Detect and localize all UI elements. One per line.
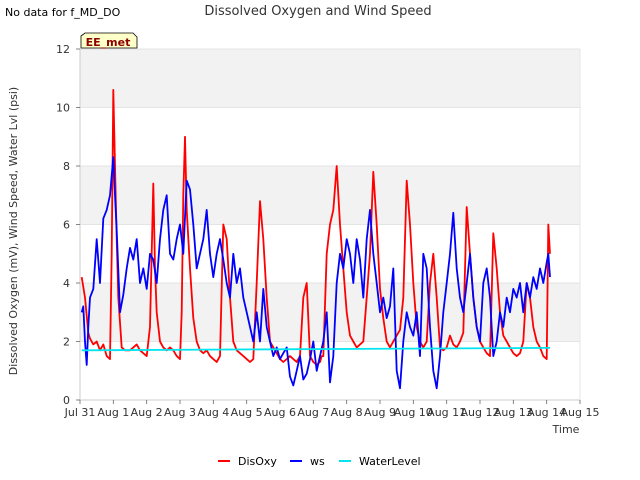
- x-tick-label: Aug 3: [164, 406, 196, 419]
- x-tick-label: Aug 7: [297, 406, 329, 419]
- x-tick-label: Jul 31: [64, 406, 96, 419]
- x-tick-label: Aug 13: [494, 406, 533, 419]
- site-badge: EE_met: [80, 32, 138, 49]
- x-tick-label: Aug 2: [131, 406, 163, 419]
- series-line-ws: [80, 156, 551, 390]
- band-shading: [80, 49, 580, 342]
- y-tick-label: 6: [63, 219, 70, 232]
- series-line-waterlevel: [81, 347, 551, 352]
- band-3: [80, 166, 580, 225]
- site-badge-box: [80, 32, 138, 49]
- band-1: [80, 283, 580, 342]
- x-tick-label: Aug 14: [527, 406, 566, 419]
- x-tick-label: Aug 9: [364, 406, 396, 419]
- x-axis-label: Time: [552, 423, 580, 436]
- x-tick-label: Aug 11: [427, 406, 466, 419]
- y-tick-label: 8: [63, 160, 70, 173]
- series-layer: [80, 89, 551, 390]
- legend: DisOxy ws WaterLevel: [218, 455, 421, 468]
- y-tick-label: 10: [56, 102, 70, 115]
- legend-label: ws: [310, 455, 325, 468]
- x-tick-label: Aug 12: [461, 406, 500, 419]
- x-tick-label: Aug 4: [197, 406, 229, 419]
- no-data-note: No data for f_MD_DO: [5, 6, 121, 19]
- x-tick-label: Aug 6: [264, 406, 296, 419]
- y-tick-label: 2: [63, 336, 70, 349]
- x-tick-label: Aug 10: [394, 406, 433, 419]
- x-tick-label: Aug 5: [231, 406, 263, 419]
- legend-item-disoxy: DisOxy: [218, 455, 277, 468]
- y-tick-label: 0: [63, 394, 70, 407]
- y-tick-label: 4: [63, 277, 70, 290]
- y-tick-label: 12: [56, 43, 70, 56]
- y-axis-label: Dissolved Oxygen (mV), Wind Speed, Water…: [7, 87, 20, 375]
- x-tick-label: Aug 1: [97, 406, 129, 419]
- legend-item-ws: ws: [290, 455, 325, 468]
- site-badge-label: EE_met: [86, 36, 131, 49]
- x-axis-ticks: Jul 31 Aug 1 Aug 2 Aug 3 Aug 4 Aug 5 Aug 6 Aug …: [64, 400, 600, 419]
- chart-title: Dissolved Oxygen and Wind Speed: [204, 4, 431, 19]
- legend-label: DisOxy: [238, 455, 277, 468]
- x-tick-label: Aug 15: [561, 406, 600, 419]
- legend-label: WaterLevel: [359, 455, 421, 468]
- y-axis-ticks: 0 2 4 6 8 10 12: [56, 43, 80, 407]
- band-5: [80, 49, 580, 108]
- x-tick-label: Aug 8: [331, 406, 363, 419]
- legend-item-waterlevel: WaterLevel: [339, 455, 421, 468]
